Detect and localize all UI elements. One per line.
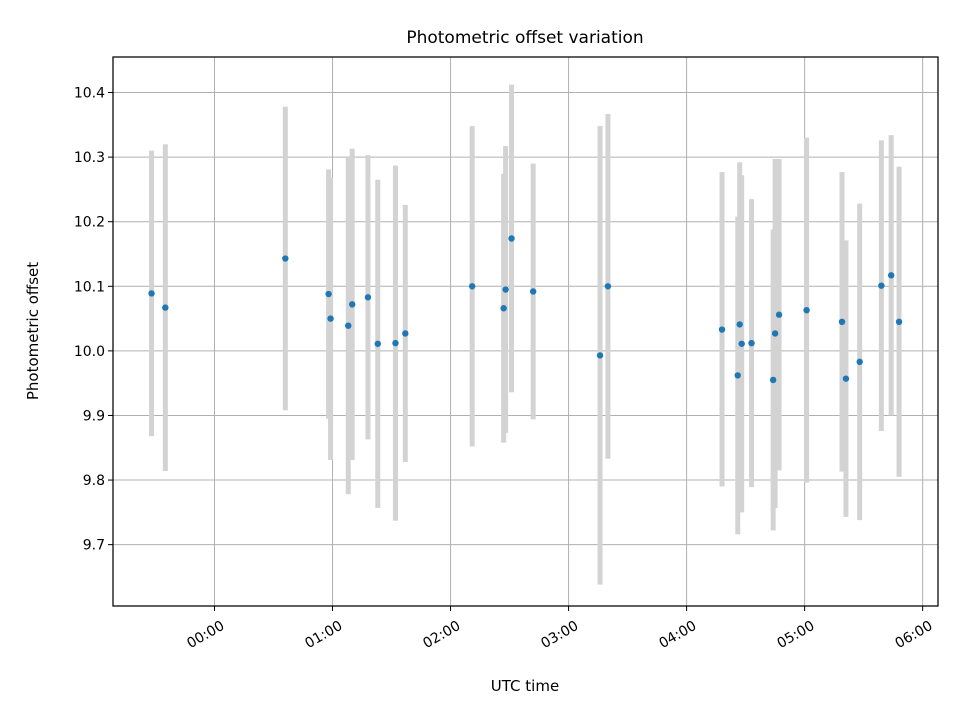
data-point <box>895 318 903 326</box>
data-point <box>468 283 476 290</box>
data-point <box>736 321 743 328</box>
data-point <box>502 286 509 293</box>
data-point <box>500 305 507 312</box>
data-point <box>803 306 810 314</box>
y-tick-label: 10.2 <box>74 215 105 231</box>
chart-title: Photometric offset variation <box>406 28 643 48</box>
data-point <box>345 322 352 329</box>
x-axis-label: UTC time <box>491 677 559 695</box>
data-point <box>529 288 537 295</box>
data-point <box>838 318 846 326</box>
y-tick-label: 10.4 <box>74 86 105 102</box>
y-tick-label: 10.3 <box>74 150 105 166</box>
data-point <box>769 376 777 384</box>
data-point <box>734 372 741 379</box>
data-point <box>392 339 399 347</box>
data-point <box>748 339 755 347</box>
data-point <box>364 294 372 301</box>
y-tick-label: 9.8 <box>83 473 105 489</box>
data-point <box>162 304 169 311</box>
data-point <box>842 375 850 382</box>
data-point <box>771 330 779 337</box>
data-point <box>148 290 155 297</box>
y-tick-label: 9.9 <box>83 408 105 424</box>
data-point <box>348 301 356 308</box>
data-point <box>508 235 515 242</box>
y-tick-label: 10.0 <box>74 344 105 360</box>
y-axis-ticks: 9.7 9.8 9.9 10.0 10.1 10.2 10.3 10.4 <box>74 86 113 554</box>
data-point <box>596 352 604 359</box>
y-tick-label: 10.1 <box>74 279 105 295</box>
data-point <box>718 326 726 333</box>
data-point <box>374 340 381 347</box>
data-point <box>775 311 783 318</box>
data-point <box>887 272 895 279</box>
data-point <box>327 315 334 322</box>
data-point <box>604 283 612 290</box>
plot-area-frame <box>112 56 939 607</box>
data-point <box>325 290 332 298</box>
data-points <box>148 235 903 384</box>
y-tick-label: 9.7 <box>83 538 105 554</box>
data-point <box>738 340 745 347</box>
data-point <box>282 255 289 262</box>
data-point <box>402 330 409 337</box>
data-point <box>856 358 863 366</box>
y-axis-label: Photometric offset <box>24 262 42 400</box>
data-point <box>878 282 885 289</box>
